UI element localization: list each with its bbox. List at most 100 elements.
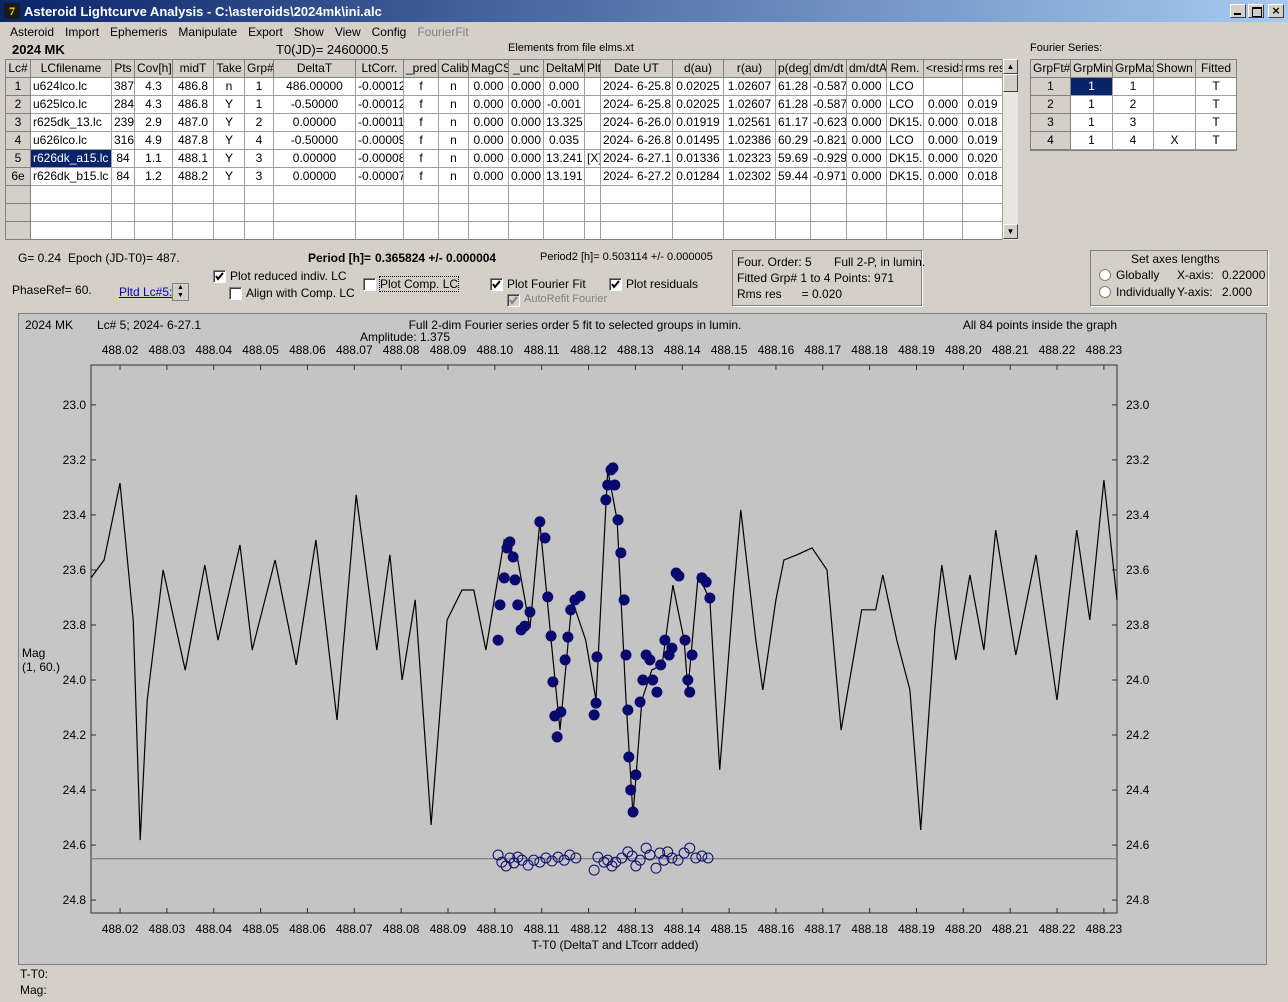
table-cell[interactable]: 0.000 <box>924 114 963 132</box>
table-cell[interactable]: 0.000 <box>924 150 963 168</box>
table-cell[interactable]: 0.00000 <box>274 150 356 168</box>
row-header[interactable]: 2 <box>1031 96 1071 114</box>
table-cell[interactable]: 2024- 6-27.1 <box>601 150 673 168</box>
row-header[interactable]: 2 <box>6 96 31 114</box>
table-cell[interactable]: -0.50000 <box>274 96 356 114</box>
table-cell[interactable]: [X] <box>585 150 601 168</box>
table-cell[interactable]: 60.29 <box>776 132 811 150</box>
table-cell[interactable]: 0.019 <box>963 132 1003 150</box>
table-cell[interactable]: 13.191 <box>544 168 585 186</box>
table-cell[interactable]: n <box>439 150 469 168</box>
table-cell[interactable]: n <box>439 132 469 150</box>
table-cell[interactable] <box>1154 78 1196 96</box>
x-axis-value[interactable]: 0.22000 <box>1222 268 1266 282</box>
table-cell[interactable]: 2 <box>245 114 274 132</box>
table-cell[interactable]: 0.000 <box>924 96 963 114</box>
table-cell[interactable]: -0.001 <box>544 96 585 114</box>
table-cell[interactable]: T <box>1196 132 1236 150</box>
table-cell[interactable]: 0.02025 <box>673 96 724 114</box>
checkbox[interactable] <box>609 278 622 291</box>
table-cell[interactable] <box>585 132 601 150</box>
table-cell[interactable] <box>585 114 601 132</box>
menu-item[interactable]: Ephemeris <box>110 25 168 39</box>
table-cell[interactable]: 1 <box>1071 114 1113 132</box>
table-cell[interactable]: 0.035 <box>544 132 585 150</box>
table-cell[interactable]: 4 <box>1113 132 1154 150</box>
table-cell[interactable]: u625lco.lc <box>31 96 112 114</box>
table-cell[interactable]: 2024- 6-27.2 <box>601 168 673 186</box>
table-cell[interactable]: 0.000 <box>469 114 509 132</box>
table-cell[interactable]: 488.2 <box>173 168 214 186</box>
table-cell[interactable]: 316 <box>112 132 135 150</box>
row-header[interactable]: 1 <box>1031 78 1071 96</box>
table-cell[interactable]: f <box>404 78 439 96</box>
table-cell[interactable]: 1.02561 <box>724 114 776 132</box>
table-cell[interactable]: 0.000 <box>509 168 544 186</box>
table-cell[interactable] <box>1154 96 1196 114</box>
checkbox[interactable] <box>507 294 520 307</box>
row-header[interactable]: 4 <box>6 132 31 150</box>
table-cell[interactable]: 3 <box>245 168 274 186</box>
table-cell[interactable]: -0.00007 <box>356 168 404 186</box>
table-cell[interactable]: 2024- 6-26.8 <box>601 132 673 150</box>
table-cell[interactable]: r626dk_b15.lc <box>31 168 112 186</box>
table-cell[interactable]: 1 <box>1071 78 1113 96</box>
table-cell[interactable]: 0.00000 <box>274 114 356 132</box>
table-cell[interactable]: 1 <box>245 78 274 96</box>
table-cell[interactable]: 0.000 <box>509 132 544 150</box>
table-cell[interactable]: 1.2 <box>135 168 173 186</box>
radio[interactable] <box>1099 269 1111 281</box>
table-cell[interactable]: n <box>439 78 469 96</box>
table-cell[interactable] <box>924 78 963 96</box>
table-cell[interactable]: 487.0 <box>173 114 214 132</box>
table-cell[interactable]: 2024- 6-25.8 <box>601 96 673 114</box>
table-cell[interactable]: 2.9 <box>135 114 173 132</box>
menu-item[interactable]: Manipulate <box>178 25 238 39</box>
table-cell[interactable]: f <box>404 96 439 114</box>
table-cell[interactable]: 4.3 <box>135 78 173 96</box>
table-cell[interactable]: 1 <box>1071 132 1113 150</box>
table-cell[interactable]: 59.69 <box>776 150 811 168</box>
table-cell[interactable]: LCO <box>887 132 924 150</box>
table-cell[interactable] <box>963 78 1003 96</box>
table-cell[interactable]: 0.000 <box>469 150 509 168</box>
row-header[interactable]: 3 <box>1031 114 1071 132</box>
menu-item[interactable]: FourierFit <box>417 25 469 39</box>
table-cell[interactable] <box>585 96 601 114</box>
table-cell[interactable]: LCO <box>887 78 924 96</box>
table-cell[interactable]: 0.000 <box>924 132 963 150</box>
table-cell[interactable] <box>585 78 601 96</box>
table-cell[interactable]: 4 <box>245 132 274 150</box>
table-cell[interactable]: X <box>1154 132 1196 150</box>
table-cell[interactable]: 1.02302 <box>724 168 776 186</box>
table-cell[interactable]: 0.000 <box>847 96 887 114</box>
table-cell[interactable]: -0.971 <box>811 168 847 186</box>
table-cell[interactable]: -0.623 <box>811 114 847 132</box>
table-cell[interactable]: 0.018 <box>963 114 1003 132</box>
table-cell[interactable]: r626dk_a15.lc <box>31 150 112 168</box>
table-cell[interactable]: 0.000 <box>509 114 544 132</box>
checkbox[interactable] <box>213 270 226 283</box>
table-cell[interactable]: 387 <box>112 78 135 96</box>
table-cell[interactable]: 1 <box>1071 96 1113 114</box>
table-cell[interactable]: Y <box>214 132 245 150</box>
table-cell[interactable]: 0.01284 <box>673 168 724 186</box>
table-cell[interactable]: 61.28 <box>776 96 811 114</box>
table-cell[interactable]: 284 <box>112 96 135 114</box>
row-header[interactable]: 6e <box>6 168 31 186</box>
menu-item[interactable]: Export <box>248 25 283 39</box>
table-cell[interactable]: 0.000 <box>469 78 509 96</box>
table-cell[interactable]: 0.000 <box>847 150 887 168</box>
table-cell[interactable]: f <box>404 132 439 150</box>
checkbox[interactable] <box>363 278 376 291</box>
table-cell[interactable]: DK15.. <box>887 150 924 168</box>
table-cell[interactable]: 1.02607 <box>724 96 776 114</box>
table-cell[interactable]: r625dk_13.lc <box>31 114 112 132</box>
table-cell[interactable]: 1.02386 <box>724 132 776 150</box>
table-cell[interactable]: -0.929 <box>811 150 847 168</box>
table-cell[interactable]: n <box>214 78 245 96</box>
table-cell[interactable]: 1.02323 <box>724 150 776 168</box>
table-cell[interactable]: 84 <box>112 150 135 168</box>
table-cell[interactable]: 488.1 <box>173 150 214 168</box>
menu-item[interactable]: Asteroid <box>10 25 55 39</box>
